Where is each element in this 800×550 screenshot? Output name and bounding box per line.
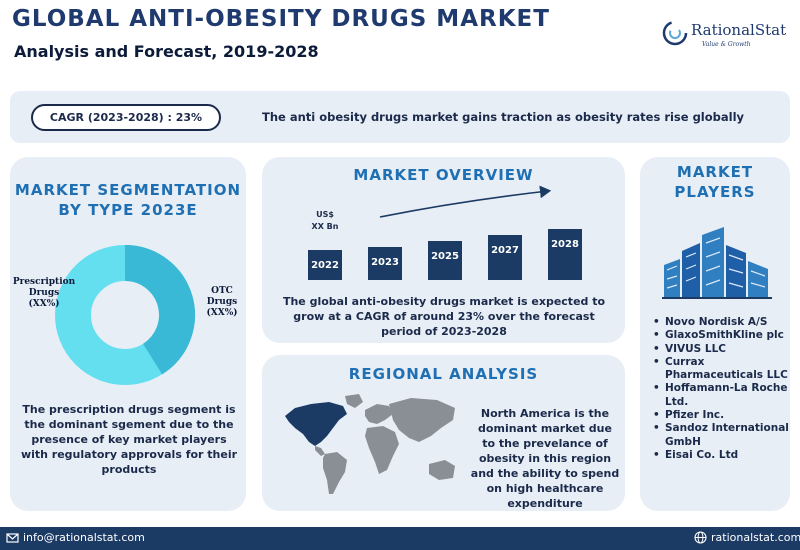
globe-icon <box>694 531 707 544</box>
overview-description: The global anti-obesity drugs market is … <box>282 295 606 338</box>
map-asia <box>389 398 455 442</box>
donut-label-prescription: Prescription Drugs (XX%) <box>12 277 76 309</box>
segmentation-heading: MARKET SEGMENTATION <box>14 181 242 199</box>
regional-description: North America is the dominant market due… <box>470 407 620 510</box>
bar-2023 <box>368 247 402 280</box>
player-item: Sandoz International GmbH <box>651 422 791 449</box>
player-item: Novo Nordisk A/S <box>651 316 791 330</box>
summary-tagline: The anti obesity drugs market gains trac… <box>262 110 745 124</box>
bar-label-2023: 2023 <box>371 257 399 268</box>
bar-label-2027: 2027 <box>491 245 519 256</box>
footer-bar <box>0 527 800 550</box>
donut-segment-otc <box>124 245 196 375</box>
map-north-america <box>285 402 347 446</box>
footer-website: rationalstat.com <box>711 531 800 544</box>
players-heading: MARKET <box>676 163 754 181</box>
logo-swirl-icon <box>662 20 688 46</box>
map-greenland <box>345 394 363 408</box>
world-map <box>285 394 455 494</box>
map-africa <box>365 426 399 474</box>
rationalstat-logo[interactable]: RationalStat Value & Growth <box>662 18 792 54</box>
player-item: Hoffamann-La Roche Ltd. <box>651 382 791 409</box>
bar-label-2028: 2028 <box>551 239 579 250</box>
email-icon <box>6 533 19 543</box>
segmentation-panel <box>10 157 246 511</box>
map-europe <box>365 404 393 424</box>
map-australia <box>429 460 455 480</box>
bar-2022 <box>308 250 342 280</box>
player-item: Currax Pharmaceuticals LLC <box>651 356 791 383</box>
donut-label-otc: OTC Drugs (XX%) <box>206 286 238 318</box>
buildings-icon <box>662 227 772 299</box>
market-overview-bar-chart: US$ XX Bn 2022 2023 2025 2027 2028 <box>308 185 582 280</box>
player-item: VIVUS LLC <box>651 343 791 357</box>
map-south-america <box>323 452 347 494</box>
players-heading-sub: PLAYERS <box>674 183 756 201</box>
page-title: GLOBAL ANTI-OBESITY DRUGS MARKET <box>12 6 550 32</box>
cagr-badge: CAGR (2023-2028) : 23% <box>31 104 221 131</box>
logo-name: RationalStat <box>691 21 787 39</box>
logo-tagline: Value & Growth <box>702 41 751 48</box>
page-subtitle: Analysis and Forecast, 2019-2028 <box>14 42 319 61</box>
player-item: Pfizer Inc. <box>651 409 791 423</box>
bar-2025 <box>428 241 462 280</box>
chart-unit-label-2: XX Bn <box>312 222 339 231</box>
bar-label-2025: 2025 <box>431 251 459 262</box>
chart-unit-label-1: US$ <box>316 210 334 219</box>
player-item: GlaxoSmithKline plc <box>651 329 791 343</box>
bar-label-2022: 2022 <box>311 260 339 271</box>
player-item: Eisai Co. Ltd <box>651 449 791 463</box>
bar-2027 <box>488 235 522 280</box>
footer-email-link[interactable]: info@rationalstat.com <box>6 531 145 544</box>
footer-email: info@rationalstat.com <box>23 531 145 544</box>
players-list: Novo Nordisk A/S GlaxoSmithKline plc VIV… <box>651 316 791 463</box>
footer-website-link[interactable]: rationalstat.com <box>694 531 800 544</box>
segmentation-description: The prescription drugs segment is the do… <box>20 403 238 476</box>
segmentation-heading-sub: BY TYPE 2023E <box>58 201 198 219</box>
overview-heading: MARKET OVERVIEW <box>353 166 534 184</box>
growth-arrow <box>379 185 552 218</box>
bar-2028 <box>548 229 582 280</box>
map-central-america <box>315 446 325 456</box>
regional-heading: REGIONAL ANALYSIS <box>348 365 539 383</box>
segmentation-donut-chart <box>55 245 196 385</box>
